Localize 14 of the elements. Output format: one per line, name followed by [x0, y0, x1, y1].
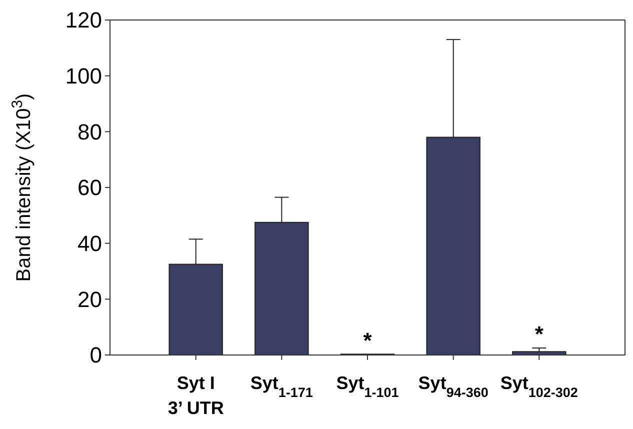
y-tick-label: 100 — [65, 64, 102, 89]
y-tick-label: 0 — [90, 342, 102, 368]
x-tick-label: Syt$_{94-360}$ — [418, 373, 488, 400]
x-tick-label: Syt I 3’ UTR — [168, 373, 224, 418]
y-tick-label: 120 — [65, 8, 102, 33]
annotation: * — [363, 328, 372, 353]
y-tick-label: 40 — [78, 231, 102, 256]
y-tick-label: 60 — [78, 175, 102, 200]
x-tick-label: Syt$_{102-302}$ — [500, 373, 578, 400]
annotation: * — [534, 322, 544, 347]
x-tick-label: Syt$_{1-171}$ — [250, 373, 314, 400]
x-tick-label: Syt$_{1-101}$ — [336, 373, 400, 400]
y-tick-label: 20 — [78, 286, 102, 312]
y-tick-label: 80 — [78, 119, 102, 144]
